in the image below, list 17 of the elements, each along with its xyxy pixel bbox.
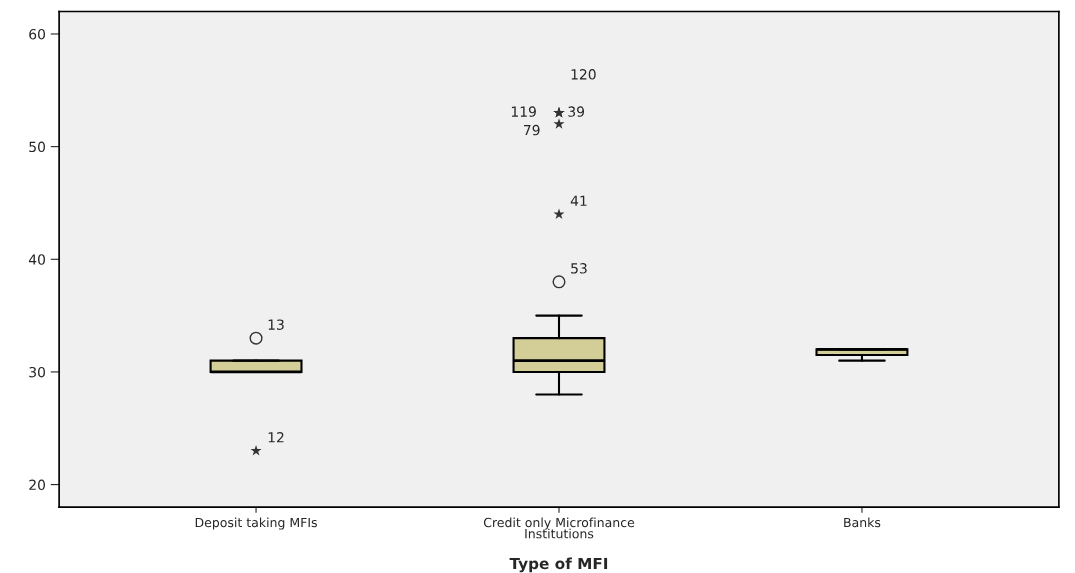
x-tick-label: Credit only Microfinance Institutions: [483, 517, 635, 539]
annotation: 119: [511, 106, 536, 117]
x-tick-label: Deposit taking MFIs: [195, 517, 317, 530]
x-axis-title: Type of MFI: [509, 557, 608, 573]
annotation: 12: [268, 432, 284, 443]
annotation: 53: [571, 263, 587, 274]
annotation: 13: [268, 319, 284, 330]
y-tick-label: 30: [29, 366, 46, 378]
y-tick-label: 40: [28, 254, 46, 265]
x-tick-label: Banks: [844, 517, 881, 528]
annotation: 39: [568, 106, 585, 117]
y-tick-label: 60: [29, 28, 46, 40]
annotation: 41: [570, 195, 587, 206]
annotation: 120: [571, 69, 596, 80]
y-tick-label: 20: [29, 479, 46, 491]
y-tick-label: 50: [29, 141, 46, 153]
annotation: 79: [524, 124, 540, 136]
